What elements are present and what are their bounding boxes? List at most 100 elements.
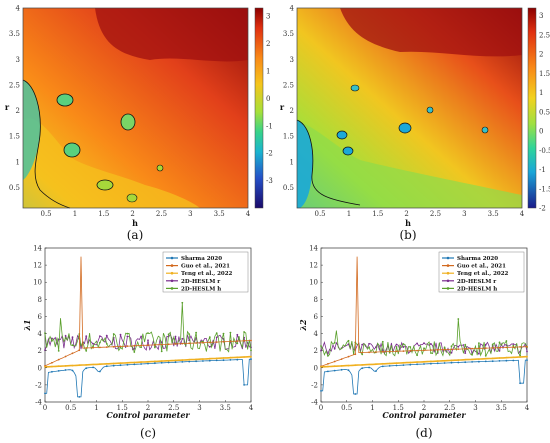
heatmap-b-dark-region xyxy=(340,8,522,57)
series-point xyxy=(133,351,136,353)
heatmap-a-blob xyxy=(96,179,114,191)
heatmap-a-ticks: 0.5 1 1.5 2 2.5 3 3.5 4 0.5 1 1.5 2 2.5 3 3.5 4 xyxy=(9,5,251,219)
series-point xyxy=(498,360,501,362)
series-point xyxy=(395,346,398,348)
series-point xyxy=(409,349,412,352)
series-point xyxy=(85,350,88,352)
legend-marker xyxy=(446,256,450,260)
series-point xyxy=(430,360,432,363)
heatmap-y-tick-label: 1 xyxy=(16,158,20,166)
series-point xyxy=(375,351,377,353)
legend-entry: 2D-HESLM r xyxy=(181,279,220,285)
series-point xyxy=(64,355,67,358)
colorbar-tick-label: 0 xyxy=(266,95,270,103)
legend-entry: Sharma 2020 xyxy=(457,256,498,262)
series-point xyxy=(126,335,129,338)
legend-entry: 2D-HESLM r xyxy=(457,279,496,285)
heatmap-x-tick-label: 3 xyxy=(462,210,466,218)
series-point xyxy=(236,333,239,336)
series-point xyxy=(471,358,473,361)
series-point xyxy=(195,342,198,344)
heatmap-a-blob xyxy=(56,93,74,107)
x-tick-label: 3 xyxy=(473,404,477,412)
line-d-series xyxy=(320,256,528,395)
series-point xyxy=(381,362,384,365)
series-point xyxy=(320,390,322,392)
series-point xyxy=(375,346,377,348)
series-point xyxy=(505,356,508,359)
series-point xyxy=(519,356,521,358)
line-d-ylabel: λ2 xyxy=(298,319,308,332)
series-point xyxy=(57,365,60,368)
colorbar-tick-label: -2 xyxy=(266,150,273,158)
series-point xyxy=(112,364,115,367)
colorbar-tick-label: 0.5 xyxy=(539,108,550,116)
series-point xyxy=(57,358,60,361)
series-point xyxy=(44,392,46,395)
series-point xyxy=(464,358,467,361)
series-point xyxy=(484,354,487,357)
series-point xyxy=(202,358,204,360)
colorbar-tick-label: -1 xyxy=(266,122,273,130)
series-point xyxy=(498,350,501,352)
heatmap-b-blob xyxy=(342,146,354,156)
series-point xyxy=(340,347,343,350)
heatmap-y-tick-label: 4 xyxy=(290,5,295,13)
series-point xyxy=(236,356,239,359)
panel-label-b: (b) xyxy=(399,228,416,242)
series-point xyxy=(133,361,136,364)
series-point xyxy=(78,349,81,352)
series-point xyxy=(464,361,467,364)
series-point xyxy=(154,344,156,346)
series-point xyxy=(154,346,156,349)
x-tick-label: 3.5 xyxy=(220,404,231,412)
series-point xyxy=(388,362,391,365)
heatmap-b-xlabel: h xyxy=(405,218,411,228)
series-point xyxy=(333,365,336,368)
y-tick-label: 4 xyxy=(38,330,43,338)
series-point xyxy=(327,355,329,357)
heatmap-x-tick-label: 3.5 xyxy=(488,210,499,218)
series-point xyxy=(381,350,384,353)
series-point xyxy=(457,359,460,361)
series-point xyxy=(354,364,357,367)
series-point xyxy=(160,350,163,353)
series-point xyxy=(188,358,191,361)
y-tick-label: 10 xyxy=(33,279,42,287)
series-point xyxy=(409,363,412,366)
series-point xyxy=(388,365,391,367)
x-tick-label: 1.5 xyxy=(393,404,404,412)
y-tick-label: 4 xyxy=(314,330,319,338)
series-point xyxy=(395,343,398,346)
heatmap-y-tick-label: 2.5 xyxy=(9,81,20,89)
series-point xyxy=(202,360,204,362)
series-point xyxy=(243,356,246,358)
heatmap-b-frame xyxy=(296,7,523,209)
series-point xyxy=(361,351,364,354)
series-point xyxy=(484,343,487,346)
series-point xyxy=(478,342,480,344)
series-point xyxy=(64,369,67,371)
series-point xyxy=(416,342,418,345)
x-tick-label: 4 xyxy=(525,404,530,412)
panel-label-d: (d) xyxy=(415,426,432,440)
series-point xyxy=(484,347,487,349)
heatmap-x-tick-label: 2 xyxy=(404,210,408,218)
colorbar-tick-label: -1 xyxy=(539,166,546,174)
series-point xyxy=(457,345,460,348)
heatmap-b-ticks: 0.5 1 1.5 2 2.5 3 3.5 4 0.5 1 1.5 2 2.5 3 3.5 4 xyxy=(283,5,525,219)
series-point xyxy=(133,348,136,350)
series-point xyxy=(44,366,46,368)
series-point xyxy=(105,334,108,337)
series-point xyxy=(85,367,88,370)
series-point xyxy=(92,363,94,366)
series-point xyxy=(51,361,53,364)
y-tick-label: 8 xyxy=(314,296,318,304)
series-point xyxy=(208,359,211,362)
series-point xyxy=(112,345,115,348)
series-point xyxy=(388,350,391,353)
series-point xyxy=(71,352,74,355)
series-point xyxy=(381,349,384,352)
series-point xyxy=(381,365,384,368)
